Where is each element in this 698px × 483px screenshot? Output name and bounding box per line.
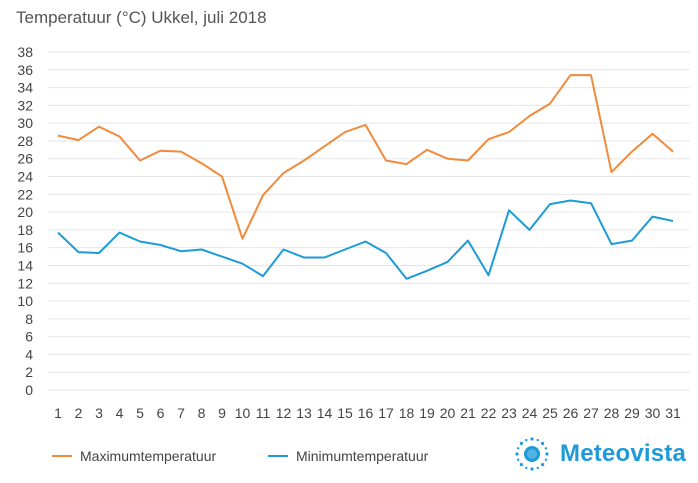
x-tick-label: 5 — [136, 405, 144, 421]
y-tick-label: 28 — [17, 133, 33, 149]
x-tick-label: 22 — [481, 405, 497, 421]
x-tick-label: 10 — [235, 405, 251, 421]
x-tick-label: 29 — [624, 405, 640, 421]
x-tick-label: 24 — [522, 405, 538, 421]
x-tick-label: 2 — [75, 405, 83, 421]
y-tick-label: 6 — [25, 329, 33, 345]
x-tick-label: 27 — [583, 405, 599, 421]
x-tick-label: 16 — [358, 405, 374, 421]
series-lines — [57, 74, 674, 280]
x-tick-label: 11 — [256, 405, 271, 421]
y-tick-label: 4 — [25, 346, 33, 362]
y-tick-label: 16 — [17, 240, 33, 256]
x-tick-label: 25 — [542, 405, 558, 421]
x-tick-label: 15 — [337, 405, 353, 421]
x-tick-label: 6 — [157, 405, 165, 421]
x-tick-label: 23 — [501, 405, 517, 421]
y-tick-label: 8 — [25, 311, 33, 327]
y-tick-label: 24 — [17, 169, 33, 185]
x-tick-label: 20 — [440, 405, 456, 421]
y-tick-label: 32 — [17, 97, 33, 113]
x-tick-label: 9 — [218, 405, 226, 421]
y-tick-label: 38 — [17, 44, 33, 60]
x-tick-label: 14 — [317, 405, 333, 421]
x-tick-label: 7 — [177, 405, 185, 421]
y-tick-label: 34 — [17, 80, 33, 96]
sun-logo-icon — [515, 437, 549, 471]
x-tick-label: 18 — [399, 405, 415, 421]
y-tick-label: 0 — [25, 382, 33, 398]
y-tick-label: 36 — [17, 62, 33, 78]
y-tick-label: 26 — [17, 151, 33, 167]
x-tick-label: 21 — [460, 405, 476, 421]
y-tick-label: 20 — [17, 204, 33, 220]
legend-item-minimum[interactable]: Minimumtemperatuur — [268, 448, 428, 464]
legend-label-minimum: Minimumtemperatuur — [296, 448, 429, 464]
x-tick-label: 12 — [276, 405, 292, 421]
x-tick-label: 26 — [563, 405, 579, 421]
brand-logo: Meteovista — [512, 434, 686, 474]
y-tick-label: 18 — [17, 222, 33, 238]
brand-name: Meteovista — [560, 440, 687, 467]
x-tick-label: 1 — [54, 405, 62, 421]
chart-title: Temperatuur (°C) Ukkel, juli 2018 — [16, 8, 267, 27]
x-axis-tick-labels: 1 2 3 4 5 6 7 8 9 10 11 12 13 14 15 16 17 18 19 20 21 22 23 24 2… — [54, 405, 681, 421]
legend-swatch-maximum — [52, 455, 72, 457]
min-temperature-line — [57, 199, 674, 280]
y-tick-label: 14 — [17, 257, 33, 273]
grid-lines — [48, 51, 690, 391]
y-tick-label: 30 — [17, 115, 33, 131]
x-tick-label: 28 — [604, 405, 620, 421]
x-tick-label: 30 — [645, 405, 661, 421]
legend-label-maximum: Maximumtemperatuur — [80, 448, 217, 464]
y-tick-label: 2 — [25, 364, 33, 380]
x-tick-label: 4 — [116, 405, 124, 421]
y-tick-label: 10 — [17, 293, 33, 309]
legend-item-maximum[interactable]: Maximumtemperatuur — [52, 448, 216, 464]
y-tick-label: 22 — [17, 186, 33, 202]
y-tick-label: 12 — [17, 275, 33, 291]
max-temperature-line — [57, 74, 674, 240]
legend-swatch-minimum — [268, 455, 288, 457]
x-tick-label: 3 — [95, 405, 103, 421]
x-tick-label: 17 — [378, 405, 394, 421]
x-tick-label: 8 — [198, 405, 206, 421]
x-tick-label: 13 — [296, 405, 312, 421]
x-tick-label: 31 — [665, 405, 681, 421]
x-tick-label: 19 — [419, 405, 435, 421]
